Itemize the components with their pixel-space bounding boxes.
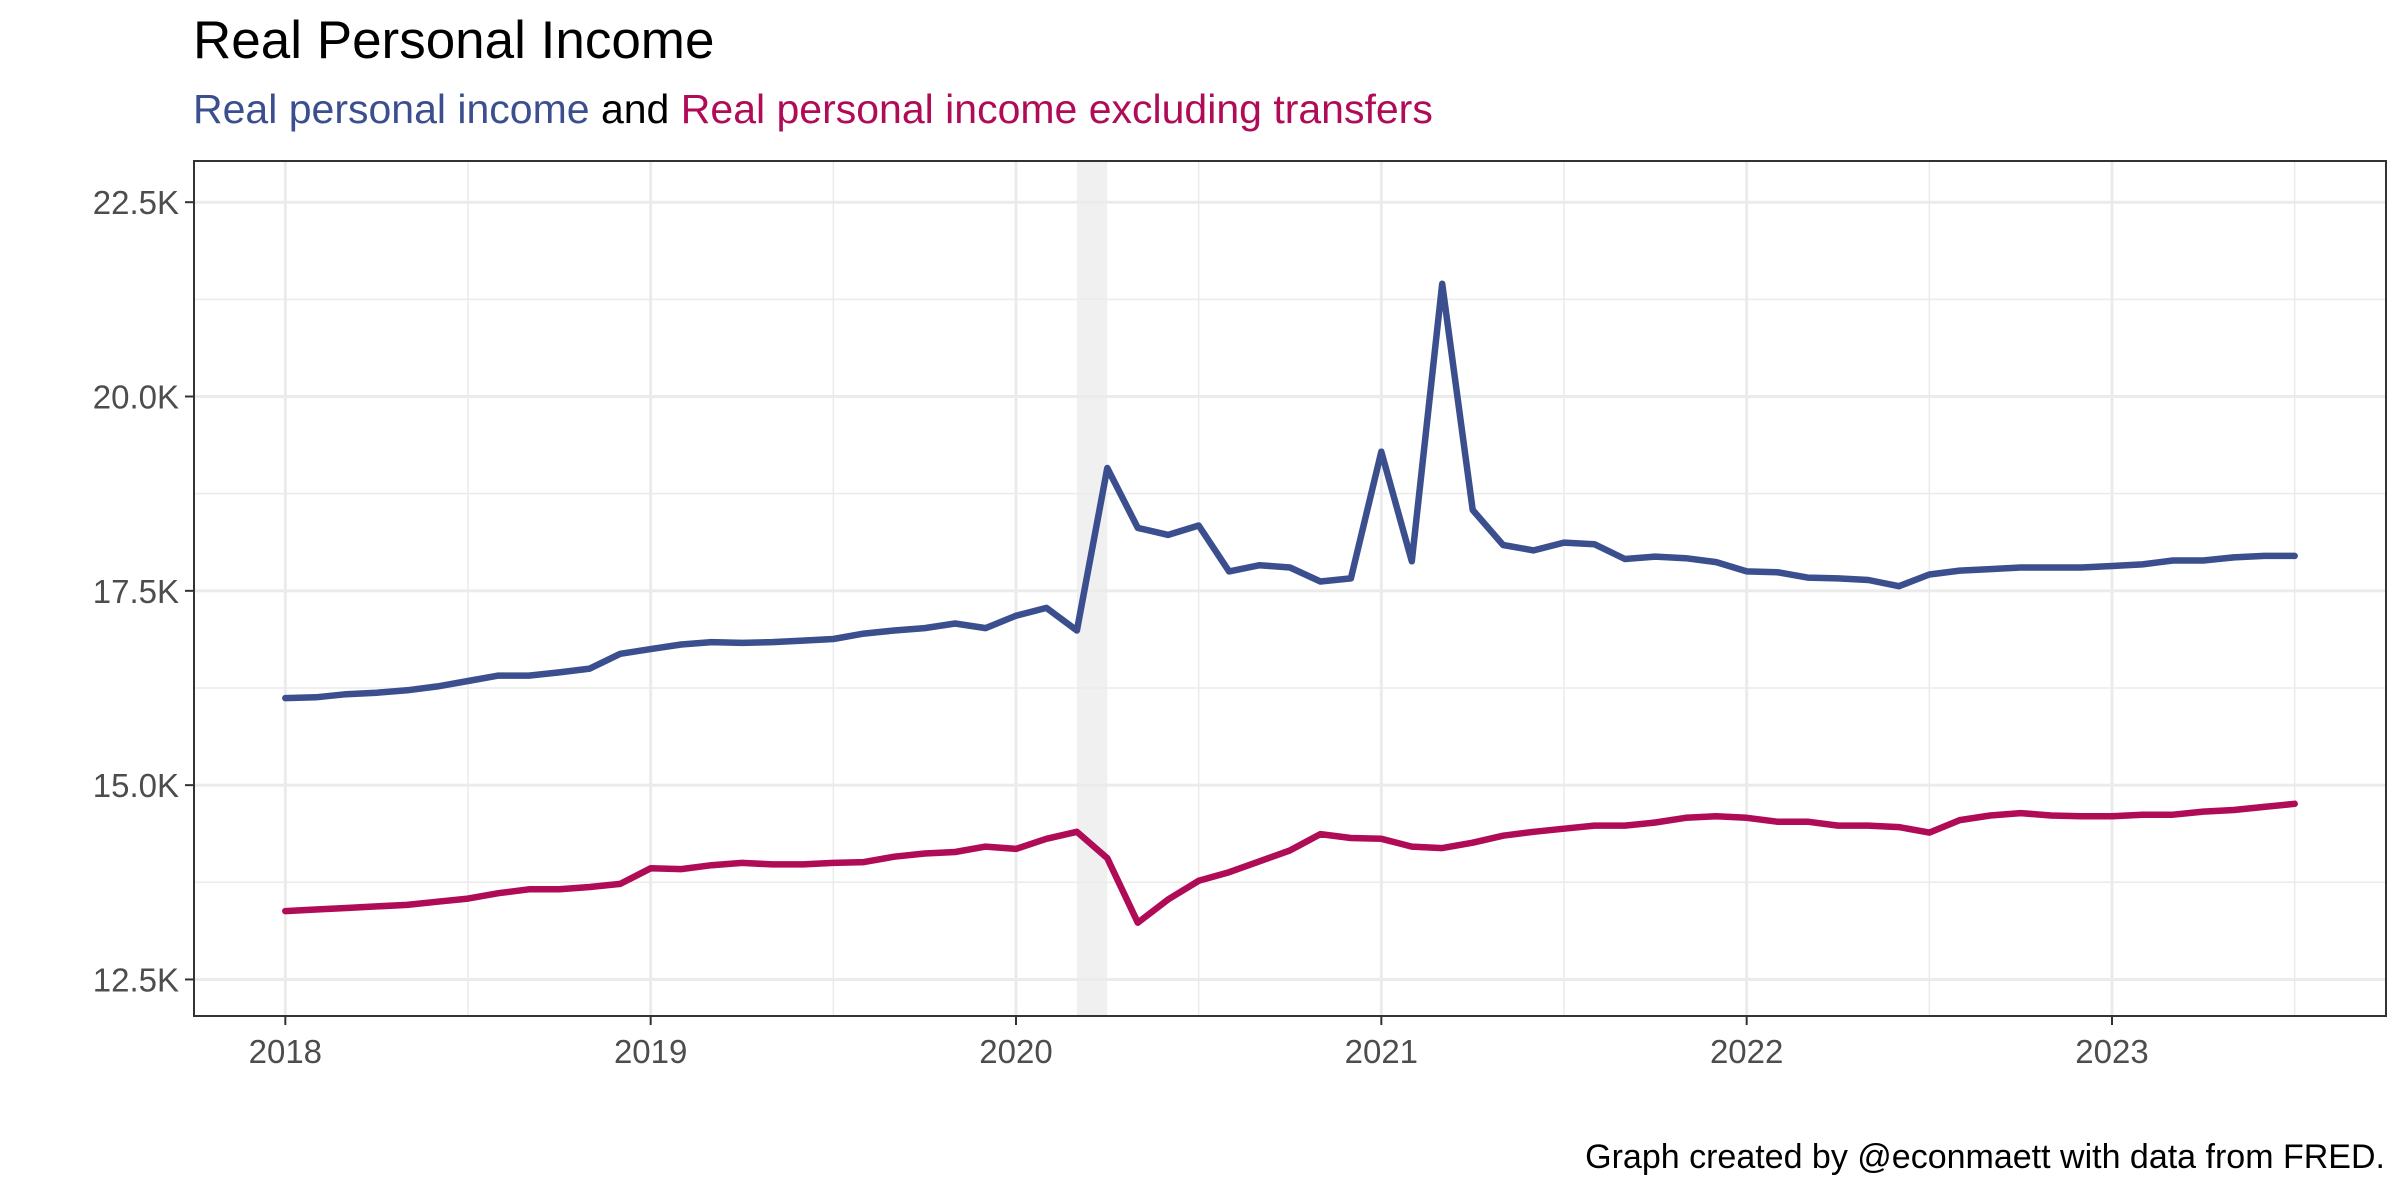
x-axis-tick-label: 2020	[979, 1033, 1052, 1070]
series-line-2	[282, 800, 2298, 926]
y-axis-tick-label: 17.5K	[93, 573, 179, 610]
chart-caption: Graph created by @econmaett with data fr…	[1585, 1138, 2385, 1176]
x-axis-tick-label: 2019	[614, 1033, 687, 1070]
axis-layer: 12.5K 15.0K 17.5K 20.0K 22.5K 2018 2019 2020 202…	[93, 184, 2149, 1070]
subtitle-series-1: Real personal income	[193, 86, 590, 132]
chart-subtitle: Real personal income and Real personal i…	[193, 86, 1433, 133]
grid-layer	[194, 161, 2386, 1016]
plot-panel-border	[193, 160, 2387, 1017]
y-axis-tick-label: 20.0K	[93, 379, 179, 416]
series-line-1	[282, 280, 2298, 702]
subtitle-connector: and	[600, 86, 670, 132]
x-axis-tick-label: 2023	[2075, 1033, 2148, 1070]
chart-title: Real Personal Income	[193, 11, 715, 70]
y-axis-tick-label: 12.5K	[93, 961, 179, 998]
series-layer	[282, 280, 2298, 926]
x-axis-tick-label: 2018	[249, 1033, 322, 1070]
x-axis-tick-label: 2021	[1345, 1033, 1418, 1070]
y-axis-tick-label: 22.5K	[93, 184, 179, 221]
x-axis-tick-label: 2022	[1710, 1033, 1783, 1070]
y-axis-tick-label: 15.0K	[93, 767, 179, 804]
subtitle-series-2: Real personal income excluding transfers	[680, 86, 1433, 132]
